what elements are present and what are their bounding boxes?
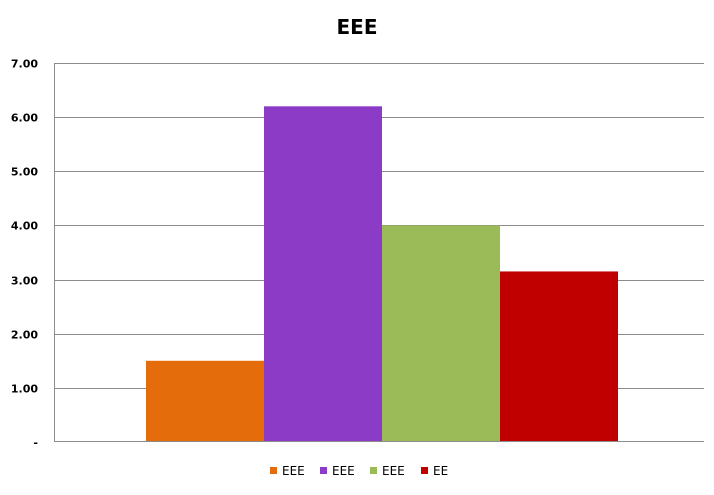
bar-series-3: [382, 225, 500, 442]
legend-label: EEE: [382, 464, 405, 478]
legend-swatch: [370, 467, 377, 474]
legend-label: EEE: [332, 464, 355, 478]
y-tick-label: -: [33, 437, 38, 450]
y-tick-label: 5.00: [11, 166, 38, 179]
y-tick-label: 1.00: [11, 383, 38, 396]
legend-swatch: [320, 467, 327, 474]
legend-swatch: [421, 467, 428, 474]
y-tick-label: 3.00: [11, 275, 38, 288]
y-tick-label: 4.00: [11, 220, 38, 233]
legend-swatch: [270, 467, 277, 474]
bar-series-2: [264, 106, 382, 443]
bar-series-4: [500, 271, 618, 442]
y-tick-label: 2.00: [11, 329, 38, 342]
legend: EEE EEE EEE EE: [270, 464, 448, 478]
y-axis-ticks: - 1.00 2.00 3.00 4.00 5.00 6.00 7.00: [11, 58, 38, 450]
y-tick-label: 6.00: [11, 112, 38, 125]
chart-title: EEE: [337, 15, 378, 39]
bars: [146, 106, 618, 443]
legend-label: EE: [433, 464, 448, 478]
bar-series-1: [146, 360, 264, 442]
y-tick-label: 7.00: [11, 58, 38, 71]
legend-label: EEE: [282, 464, 305, 478]
